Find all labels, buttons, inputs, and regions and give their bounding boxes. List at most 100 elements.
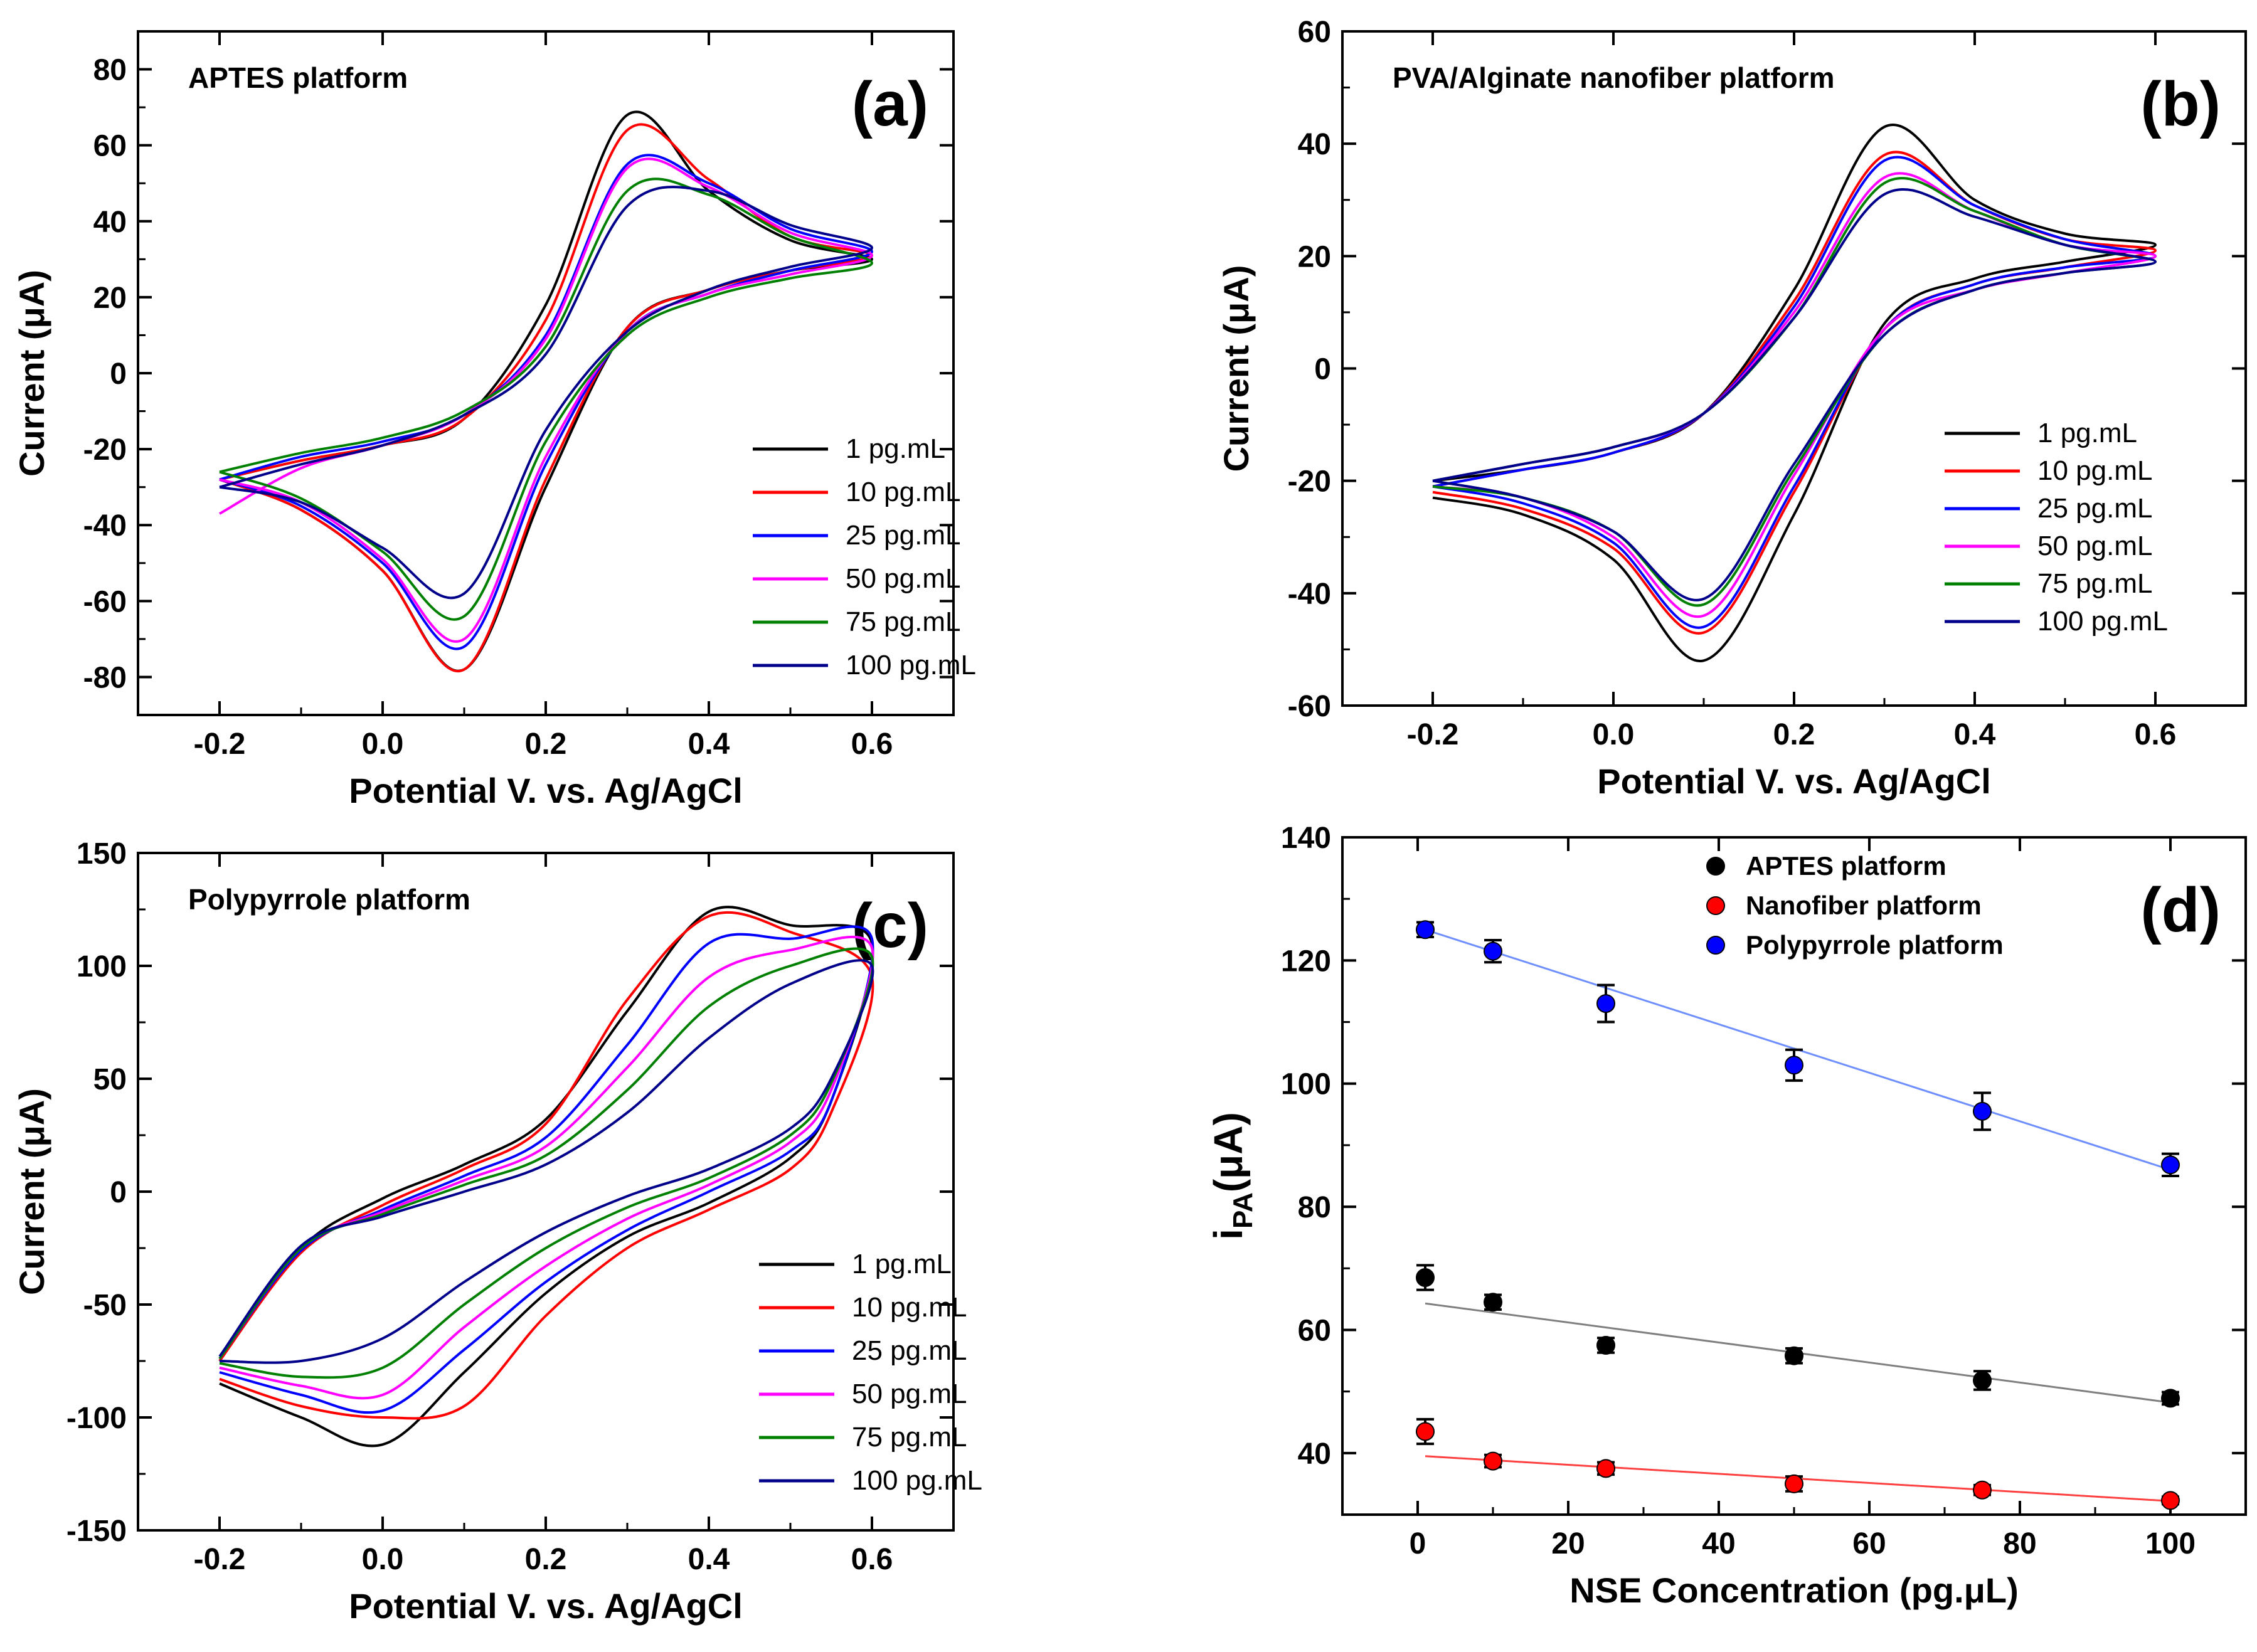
data-point-aptes-platform [1973,1370,1992,1390]
y-tick-label: 40 [1298,1438,1331,1471]
legend-label-nanofiber-platform: Nanofiber platform [1746,891,1982,920]
x-tick-label: 0.2 [1773,718,1815,751]
x-tick-label: 0.0 [362,728,404,761]
y-tick-label: 120 [1281,945,1331,978]
y-tick-label: -20 [1288,465,1331,499]
y-tick-label: 100 [1281,1068,1331,1101]
y-tick-label: 20 [93,282,127,315]
panel-letter: (a) [852,69,928,139]
panel-title: APTES platform [188,61,408,94]
plot-frame [1341,30,2247,707]
data-point-aptes-platform [1785,1346,1803,1365]
y-tick-label: -150 [66,1515,127,1548]
legend-label-polypyrrole-platform: Polypyrrole platform [1746,930,2004,960]
y-tick-label: 40 [1298,128,1331,161]
legend-marker-nanofiber-platform [1706,896,1725,915]
x-tick-label: -0.2 [1407,718,1459,751]
panel-a: -0.2 0.0 0.2 0.4 0.6 -80 -60 -40 -20 0 20 40 60 80 Pot… [12,30,976,810]
x-tick-label: 60 [1852,1527,1886,1560]
series-line-50-pg-ml [219,157,874,643]
y-tick-label: 50 [93,1063,127,1096]
legend-label-100-pg-ml: 100 pg.mL [2037,606,2168,637]
legend-label-25-pg-ml: 25 pg.mL [2037,493,2152,524]
x-tick-label: 0.6 [851,728,893,761]
legend-label-75-pg-ml: 75 pg.mL [846,606,960,637]
series-line-75-pg-ml [218,947,874,1379]
legend-label-1-pg-ml: 1 pg.mL [852,1249,952,1279]
y-axis-title: iPA(μA) [1206,1112,1258,1240]
legend-label-75-pg-ml: 75 pg.mL [2037,568,2152,599]
plot-frame [137,852,955,1532]
legend-label-1-pg-ml: 1 pg.mL [2037,418,2137,448]
y-tick-label: 0 [110,1176,127,1209]
x-tick-label: -0.2 [194,1543,246,1576]
y-tick-label: 140 [1281,822,1331,855]
x-tick-label: 0.0 [1593,718,1635,751]
x-tick-label: 0 [1410,1527,1426,1560]
legend-label-1-pg-ml: 1 pg.mL [846,433,945,464]
legend-marker-polypyrrole-platform [1706,936,1725,955]
y-axis-title: Current (μA) [12,1088,51,1295]
series-line-75-pg-ml [219,177,874,621]
y-tick-label: 80 [93,54,127,87]
x-tick-label: 0.4 [1954,718,1996,751]
y-tick-label: 60 [1298,1314,1331,1347]
y-axis-title-sub: PA [1228,1192,1258,1229]
y-axis-title: Current (μA) [1216,265,1256,472]
y-tick-label: 0 [1314,353,1331,386]
x-axis-title: NSE Concentration (pg.μL) [1569,1570,2019,1610]
x-axis-title: Potential V. vs. Ag/AgCl [1597,761,1991,801]
panel-c: -0.2 0.0 0.2 0.4 0.6 -150 -100 -50 0 50 100 150 Pote… [12,837,982,1626]
legend-label-aptes-platform: APTES platform [1746,851,1946,881]
y-tick-label: 0 [110,357,127,391]
series-line-100-pg-ml [218,959,874,1364]
legend-label-25-pg-ml: 25 pg.mL [846,520,960,551]
y-axis-title: Current (μA) [12,270,51,477]
data-point-nanofiber-platform [2161,1491,2180,1510]
panel-b: -0.2 0.0 0.2 0.4 0.6 -60 -40 -20 0 20 40 60 Potentia… [1216,16,2247,801]
panel-title: PVA/Alginate nanofiber platform [1393,61,1835,94]
x-tick-label: -0.2 [194,728,246,761]
x-tick-label: 40 [1702,1527,1735,1560]
y-tick-label: 150 [77,837,127,871]
data-point-aptes-platform [1484,1293,1502,1312]
legend-label-100-pg-ml: 100 pg.mL [852,1465,982,1496]
legend-label-10-pg-ml: 10 pg.mL [2037,455,2152,486]
x-tick-label: 80 [2003,1527,2036,1560]
series-line-10-pg-ml [218,911,874,1420]
panel-d: 0 20 40 60 80 100 40 60 80 100 120 140 NSE Concentra… [1206,822,2247,1610]
data-point-polypyrrole-platform [1596,994,1615,1014]
y-axis-title-main: i [1206,1229,1251,1240]
y-tick-label: 40 [93,206,127,239]
data-point-nanofiber-platform [1785,1474,1803,1493]
y-tick-label: 60 [93,130,127,163]
legend-label-100-pg-ml: 100 pg.mL [846,650,976,680]
x-tick-label: 0.2 [525,1543,567,1576]
data-point-polypyrrole-platform [1785,1056,1803,1075]
x-tick-label: 0.6 [851,1543,893,1576]
legend-label-25-pg-ml: 25 pg.mL [852,1335,967,1366]
x-axis-title: Potential V. vs. Ag/AgCl [349,771,743,810]
series-line-1-pg-ml [219,110,874,672]
y-tick-label: -50 [83,1289,127,1322]
x-tick-label: 0.2 [525,728,567,761]
data-point-polypyrrole-platform [2161,1155,2180,1175]
y-tick-label: -80 [83,661,127,694]
x-tick-label: 0.6 [2135,718,2177,751]
y-tick-label: 80 [1298,1191,1331,1224]
y-tick-label: -40 [83,509,127,543]
series-line-10-pg-ml [219,123,874,672]
data-point-nanofiber-platform [1484,1451,1502,1471]
data-point-aptes-platform [2161,1389,2180,1408]
y-axis-title-unit: (μA) [1206,1112,1251,1192]
data-point-nanofiber-platform [1973,1480,1992,1500]
data-point-nanofiber-platform [1416,1422,1435,1441]
x-axis-title: Potential V. vs. Ag/AgCl [349,1586,743,1626]
data-point-polypyrrole-platform [1973,1101,1992,1121]
legend-label-50-pg-ml: 50 pg.mL [846,563,960,594]
data-point-aptes-platform [1596,1336,1615,1355]
x-tick-label: 20 [1551,1527,1585,1560]
panel-letter: (b) [2140,69,2221,139]
series-line-100-pg-ml [219,186,874,600]
